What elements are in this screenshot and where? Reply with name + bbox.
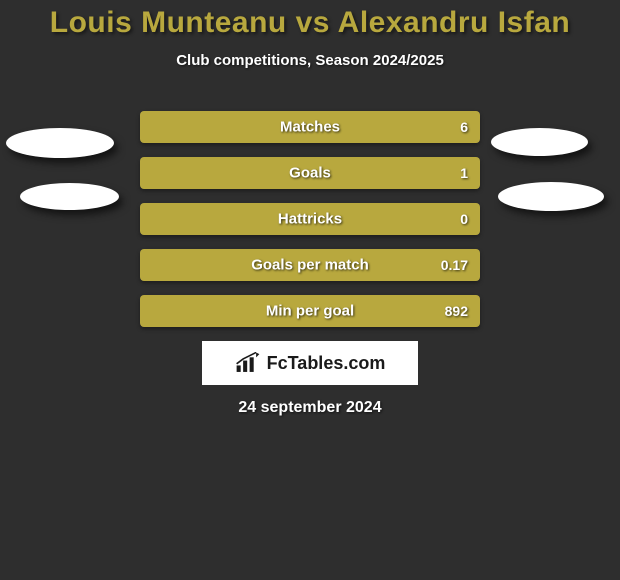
stat-value: 1 (460, 165, 468, 181)
stat-row: Matches 6 (140, 111, 480, 143)
date-label: 24 september 2024 (0, 399, 620, 417)
stat-row: Hattricks 0 (140, 203, 480, 235)
stat-row: Min per goal 892 (140, 295, 480, 327)
stat-value: 892 (445, 303, 468, 319)
stat-label: Min per goal (266, 303, 354, 320)
comparison-card: Louis Munteanu vs Alexandru Isfan Club c… (0, 0, 620, 417)
stat-label: Goals per match (251, 257, 369, 274)
stat-value: 6 (460, 119, 468, 135)
chart-icon (235, 352, 261, 374)
stat-rows: Matches 6 Goals 1 Hattricks 0 Goals per match 0… (140, 111, 480, 327)
stat-label: Hattricks (278, 211, 342, 228)
brand-text: FcTables.com (267, 353, 386, 374)
page-title: Louis Munteanu vs Alexandru Isfan (0, 6, 620, 40)
decorative-ellipse (491, 128, 588, 156)
stat-row: Goals per match 0.17 (140, 249, 480, 281)
stat-label: Goals (289, 165, 331, 182)
decorative-ellipse (20, 183, 119, 210)
stat-label: Matches (280, 119, 340, 136)
subtitle: Club competitions, Season 2024/2025 (0, 52, 620, 69)
stats-area: Matches 6 Goals 1 Hattricks 0 Goals per match 0… (0, 111, 620, 327)
decorative-ellipse (498, 182, 604, 211)
stat-value: 0.17 (441, 257, 468, 273)
stat-row: Goals 1 (140, 157, 480, 189)
stat-value: 0 (460, 211, 468, 227)
brand-logo[interactable]: FcTables.com (202, 341, 418, 385)
decorative-ellipse (6, 128, 114, 158)
